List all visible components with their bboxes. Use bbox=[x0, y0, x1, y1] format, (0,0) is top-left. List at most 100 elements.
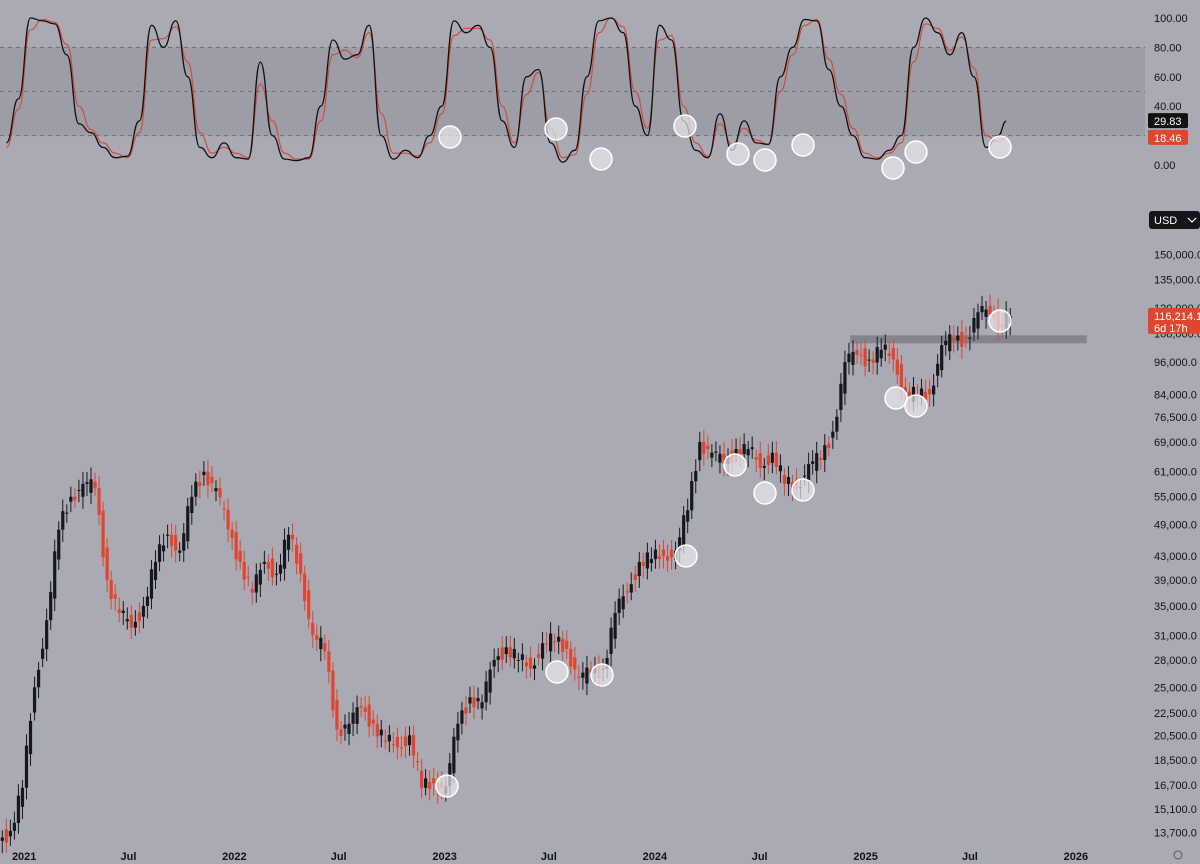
candle-body bbox=[351, 712, 355, 724]
candle-body bbox=[190, 496, 194, 514]
candle-body bbox=[811, 461, 815, 464]
candle-body bbox=[129, 614, 133, 628]
time-tick-label: 2024 bbox=[643, 851, 668, 863]
time-tick-label: 2023 bbox=[432, 851, 456, 863]
candle-body bbox=[468, 697, 472, 704]
candle-body bbox=[581, 672, 585, 678]
candle-body bbox=[645, 552, 649, 569]
candle-body bbox=[815, 453, 819, 471]
candle-body bbox=[528, 657, 533, 669]
stoch-highlight-circle bbox=[791, 133, 815, 157]
candle-body bbox=[290, 534, 295, 540]
candle-body bbox=[16, 795, 21, 824]
candle-body bbox=[246, 576, 250, 578]
candle-body bbox=[476, 698, 480, 702]
candle-body bbox=[573, 657, 577, 670]
candle-body bbox=[472, 697, 476, 708]
price-tick-label: 96,000.0 bbox=[1154, 357, 1197, 369]
gear-icon[interactable] bbox=[1173, 850, 1183, 860]
candle-body bbox=[923, 391, 928, 400]
candle-body bbox=[629, 584, 633, 593]
candle-body bbox=[222, 508, 226, 510]
candle-body bbox=[609, 627, 613, 654]
candle-body bbox=[327, 651, 331, 672]
candle-body bbox=[226, 509, 230, 530]
stoch-d-line bbox=[5, 17, 1007, 160]
candle-body bbox=[883, 344, 887, 350]
candle-body bbox=[774, 452, 778, 467]
candle-body bbox=[101, 510, 105, 558]
candle-body bbox=[270, 558, 275, 578]
candle-body bbox=[61, 511, 65, 530]
candle-body bbox=[706, 445, 710, 450]
candle-body bbox=[77, 489, 81, 491]
candle-body bbox=[383, 740, 387, 742]
time-tick-label: 2026 bbox=[1064, 851, 1088, 863]
price-tick-label: 69,000.0 bbox=[1154, 437, 1197, 449]
candle-body bbox=[133, 621, 137, 628]
price-highlight-circle bbox=[884, 386, 908, 410]
candle-body bbox=[403, 736, 408, 747]
candle-body bbox=[174, 534, 178, 551]
candle-body bbox=[871, 359, 875, 363]
candle-body bbox=[762, 465, 766, 468]
candle-body bbox=[803, 475, 807, 477]
time-tick-label: Jul bbox=[331, 851, 347, 863]
candle-body bbox=[823, 445, 827, 461]
candle-body bbox=[371, 719, 375, 724]
stoch-highlight-circle bbox=[544, 117, 568, 141]
stoch-k-value-label: 29.83 bbox=[1154, 116, 1182, 128]
chevron-down-icon bbox=[1187, 217, 1197, 223]
candle-body bbox=[45, 620, 49, 650]
candle-body bbox=[496, 656, 500, 660]
price-highlight-circle bbox=[988, 309, 1012, 333]
candle-body bbox=[669, 549, 674, 558]
time-tick-label: 2021 bbox=[12, 851, 36, 863]
price-tick-label: 16,700.0 bbox=[1154, 780, 1197, 792]
stoch-highlight-circle bbox=[438, 125, 462, 149]
candle-body bbox=[968, 337, 972, 339]
price-tick-label: 25,000.0 bbox=[1154, 682, 1197, 694]
candle-body bbox=[299, 553, 303, 574]
stoch-tick-label: 80.00 bbox=[1154, 42, 1182, 54]
candle-body bbox=[24, 745, 29, 788]
candle-body bbox=[20, 787, 25, 807]
candle-body bbox=[69, 496, 73, 502]
candle-body bbox=[714, 451, 718, 453]
price-highlight-circle bbox=[904, 394, 928, 418]
candle-body bbox=[633, 574, 637, 580]
candle-body bbox=[319, 637, 323, 650]
candle-body bbox=[980, 305, 984, 313]
candle-body bbox=[863, 348, 867, 367]
candle-body bbox=[12, 822, 16, 831]
candle-body bbox=[940, 345, 944, 371]
candle-body bbox=[460, 710, 464, 724]
candle-body bbox=[274, 573, 279, 575]
candle-body bbox=[303, 573, 307, 602]
price-tick-label: 28,000.0 bbox=[1154, 655, 1197, 667]
price-highlight-circle bbox=[674, 544, 698, 568]
price-tick-label: 39,000.0 bbox=[1154, 575, 1197, 587]
candle-body bbox=[544, 643, 549, 645]
currency-selector[interactable] bbox=[1149, 211, 1200, 229]
candle-body bbox=[230, 529, 234, 539]
candle-body bbox=[932, 385, 936, 395]
candle-body bbox=[895, 359, 899, 375]
candle-body bbox=[432, 778, 436, 784]
candle-body bbox=[182, 533, 186, 551]
candle-body bbox=[952, 337, 956, 341]
candle-body bbox=[166, 534, 170, 536]
price-highlight-circle bbox=[590, 663, 614, 687]
candle-body bbox=[307, 590, 311, 619]
candle-body bbox=[855, 349, 859, 355]
candle-body bbox=[28, 720, 33, 755]
candle-body bbox=[278, 564, 283, 574]
candle-body bbox=[649, 559, 654, 564]
candle-body bbox=[686, 510, 690, 522]
candle-body bbox=[891, 348, 895, 360]
candle-body bbox=[758, 453, 762, 468]
candle-body bbox=[754, 457, 758, 460]
candle-body bbox=[41, 648, 45, 659]
candle-body bbox=[399, 747, 404, 749]
